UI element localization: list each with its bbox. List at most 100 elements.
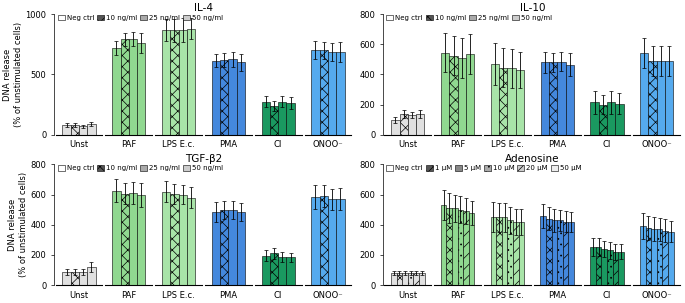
Bar — [563, 222, 569, 285]
Bar — [502, 217, 508, 285]
Bar — [129, 39, 137, 135]
Bar — [490, 217, 496, 285]
Bar — [391, 120, 399, 135]
Bar — [278, 257, 286, 285]
Bar — [601, 249, 607, 285]
Bar — [612, 252, 618, 285]
Bar — [286, 103, 295, 135]
Bar — [336, 199, 345, 285]
Bar — [137, 195, 145, 285]
Bar — [220, 210, 228, 285]
Bar — [79, 126, 87, 135]
Bar — [237, 62, 245, 135]
Bar — [513, 222, 519, 285]
Bar — [220, 60, 228, 135]
Bar — [320, 196, 328, 285]
Bar — [270, 106, 278, 135]
Bar — [499, 68, 508, 135]
Bar — [649, 61, 657, 135]
Bar — [599, 105, 607, 135]
Bar — [402, 273, 408, 285]
Bar — [607, 102, 615, 135]
Bar — [441, 53, 449, 135]
Bar — [312, 50, 320, 135]
Bar — [262, 256, 270, 285]
Bar — [569, 222, 574, 285]
Bar — [399, 114, 408, 135]
Bar — [557, 62, 566, 135]
Legend: Neg ctrl, 10 ng/ml, 25 ng/ml, 50 ng/ml: Neg ctrl, 10 ng/ml, 25 ng/ml, 50 ng/ml — [58, 15, 223, 21]
Bar — [458, 58, 466, 135]
Title: IL-10: IL-10 — [520, 3, 545, 13]
Bar — [408, 273, 414, 285]
Legend: Neg ctrl, 1 μM, 5 μM, 10 μM, 20 μM, 50 μM: Neg ctrl, 1 μM, 5 μM, 10 μM, 20 μM, 50 μ… — [386, 165, 582, 171]
Legend: Neg ctrl, 10 ng/ml, 25 ng/ml, 50 ng/ml: Neg ctrl, 10 ng/ml, 25 ng/ml, 50 ng/ml — [58, 165, 223, 171]
Bar — [414, 273, 419, 285]
Bar — [129, 193, 137, 285]
Bar — [408, 115, 416, 135]
Bar — [549, 62, 557, 135]
Bar — [607, 250, 612, 285]
Bar — [590, 102, 599, 135]
Bar — [228, 210, 237, 285]
Bar — [112, 191, 121, 285]
Bar — [187, 198, 195, 285]
Bar — [516, 70, 524, 135]
Bar — [179, 195, 187, 285]
Bar — [328, 199, 336, 285]
Bar — [87, 124, 96, 135]
Bar — [662, 231, 668, 285]
Bar — [508, 68, 516, 135]
Bar — [121, 39, 129, 135]
Bar — [212, 212, 220, 285]
Bar — [416, 114, 425, 135]
Bar — [179, 30, 187, 135]
Bar — [286, 257, 295, 285]
Bar — [590, 247, 596, 285]
Bar — [212, 61, 220, 135]
Bar — [441, 205, 447, 285]
Bar — [651, 229, 657, 285]
Bar — [336, 52, 345, 135]
Bar — [328, 52, 336, 135]
Bar — [551, 220, 557, 285]
Bar — [320, 50, 328, 135]
Bar — [540, 216, 546, 285]
Bar — [657, 61, 665, 135]
Bar — [566, 65, 574, 135]
Title: TGF-β2: TGF-β2 — [185, 154, 222, 164]
Bar — [312, 197, 320, 285]
Bar — [596, 247, 601, 285]
Bar — [137, 43, 145, 135]
Bar — [419, 273, 425, 285]
Bar — [447, 208, 452, 285]
Bar — [270, 253, 278, 285]
Bar — [79, 272, 87, 285]
Bar — [452, 208, 458, 285]
Bar — [640, 53, 649, 135]
Bar — [278, 102, 286, 135]
Title: Adenosine: Adenosine — [505, 154, 560, 164]
Bar — [391, 273, 397, 285]
Bar — [640, 226, 645, 285]
Bar — [71, 125, 79, 135]
Bar — [121, 194, 129, 285]
Bar — [668, 231, 673, 285]
Bar — [228, 59, 237, 135]
Y-axis label: DNA release
(% of unstimulated cells): DNA release (% of unstimulated cells) — [3, 22, 23, 127]
Bar — [187, 28, 195, 135]
Bar — [449, 56, 458, 135]
Bar — [540, 62, 549, 135]
Bar — [171, 194, 179, 285]
Bar — [62, 271, 71, 285]
Bar — [657, 229, 662, 285]
Bar — [397, 273, 402, 285]
Bar — [469, 213, 475, 285]
Bar — [458, 210, 463, 285]
Bar — [162, 191, 171, 285]
Bar — [557, 220, 563, 285]
Legend: Neg ctrl, 10 ng/ml, 25 ng/ml, 50 ng/ml: Neg ctrl, 10 ng/ml, 25 ng/ml, 50 ng/ml — [386, 15, 552, 21]
Bar — [618, 252, 624, 285]
Bar — [71, 271, 79, 285]
Y-axis label: DNA release
(% of unstimulated cells): DNA release (% of unstimulated cells) — [8, 172, 28, 277]
